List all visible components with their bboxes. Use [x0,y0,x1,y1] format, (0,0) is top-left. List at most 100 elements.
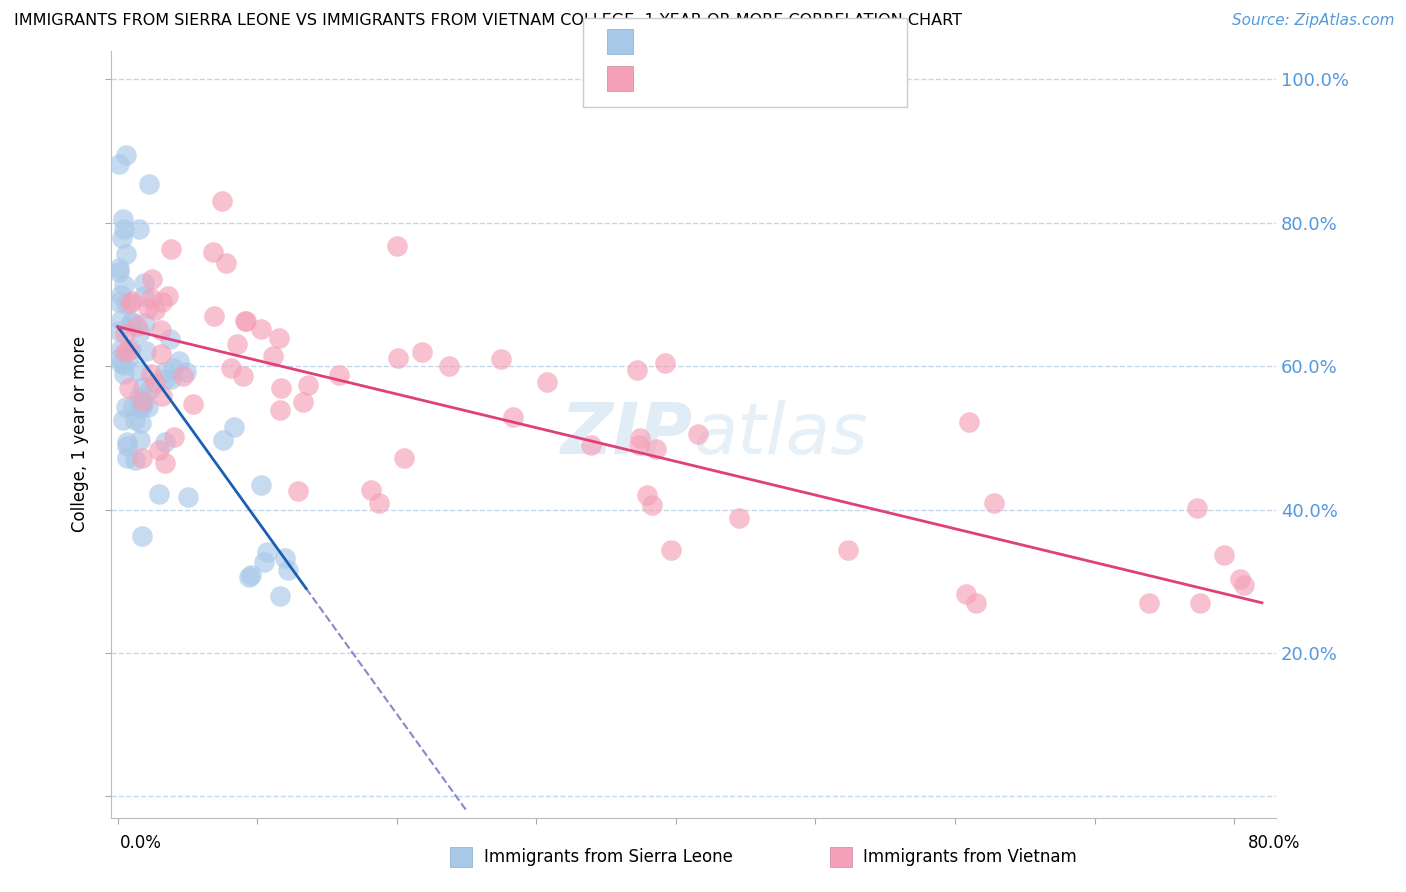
Point [274,551,297,566]
Point [122,400,145,414]
Point [219,361,242,376]
Point [277,563,299,577]
Point [837,543,859,558]
Point [127,319,149,334]
Text: R =: R = [644,32,681,50]
Point [138,178,160,192]
Point [134,316,156,330]
Point [502,409,524,424]
Text: ZIP: ZIP [561,400,693,469]
Point [143,376,166,390]
Point [128,390,150,404]
Point [153,456,176,470]
Point [131,451,153,466]
Point [132,397,155,411]
Point [120,296,142,310]
Point [132,277,155,291]
Point [411,345,433,359]
Point [645,442,668,456]
Point [128,222,150,236]
Point [141,291,163,305]
Point [108,295,131,310]
Point [153,372,176,386]
Text: -0.362: -0.362 [672,32,725,50]
Point [269,331,291,345]
Point [214,256,236,270]
Text: N =: N = [748,32,785,50]
Point [253,555,276,569]
Text: R =: R = [644,70,681,87]
Point [114,326,136,341]
Point [201,245,224,260]
Point [127,364,149,378]
Point [270,380,292,394]
Point [235,314,257,328]
Point [115,435,138,450]
Point [129,433,152,447]
Point [148,443,170,458]
Point [654,356,676,370]
Point [110,313,132,327]
Point [124,453,146,467]
Point [269,589,291,603]
Point [226,337,249,351]
Point [167,353,190,368]
Point [148,487,170,501]
Point [174,366,197,380]
Text: -0.531: -0.531 [672,70,725,87]
Point [112,358,135,372]
Point [1185,501,1208,516]
Point [141,272,163,286]
Point [159,242,181,256]
Point [129,325,152,339]
Point [439,359,461,373]
Point [120,342,142,356]
Point [118,381,141,395]
Point [659,542,682,557]
Point [110,342,132,356]
Point [392,450,415,465]
Point [489,351,512,366]
Point [328,368,350,382]
Point [626,363,648,377]
Point [108,264,131,278]
Point [957,415,980,429]
Point [143,302,166,317]
Y-axis label: College, 1 year or more: College, 1 year or more [72,336,89,533]
Point [387,239,409,253]
Point [132,289,155,303]
Point [269,403,291,417]
Point [110,287,132,301]
Point [108,324,131,338]
Point [1229,572,1251,586]
Point [628,438,651,452]
Point [136,301,159,316]
Point [114,344,136,359]
Point [120,315,142,329]
Point [112,413,135,427]
Text: atlas: atlas [693,400,868,469]
Text: Immigrants from Vietnam: Immigrants from Vietnam [863,848,1077,866]
Point [387,351,409,365]
Point [181,397,204,411]
Point [129,401,152,415]
Point [118,343,141,357]
Point [115,246,138,260]
Point [287,483,309,498]
Text: IMMIGRANTS FROM SIERRA LEONE VS IMMIGRANTS FROM VIETNAM COLLEGE, 1 YEAR OR MORE : IMMIGRANTS FROM SIERRA LEONE VS IMMIGRAN… [14,13,962,29]
Point [115,438,138,452]
Point [153,365,176,379]
Point [121,315,143,329]
Point [628,431,651,445]
Point [136,401,159,415]
Point [965,596,987,610]
Point [115,147,138,161]
Point [233,314,256,328]
Point [131,529,153,543]
Point [139,382,162,396]
Point [149,323,172,337]
Point [129,416,152,430]
Point [115,450,138,465]
Point [159,372,181,386]
Text: 0.0%: 0.0% [120,834,162,852]
